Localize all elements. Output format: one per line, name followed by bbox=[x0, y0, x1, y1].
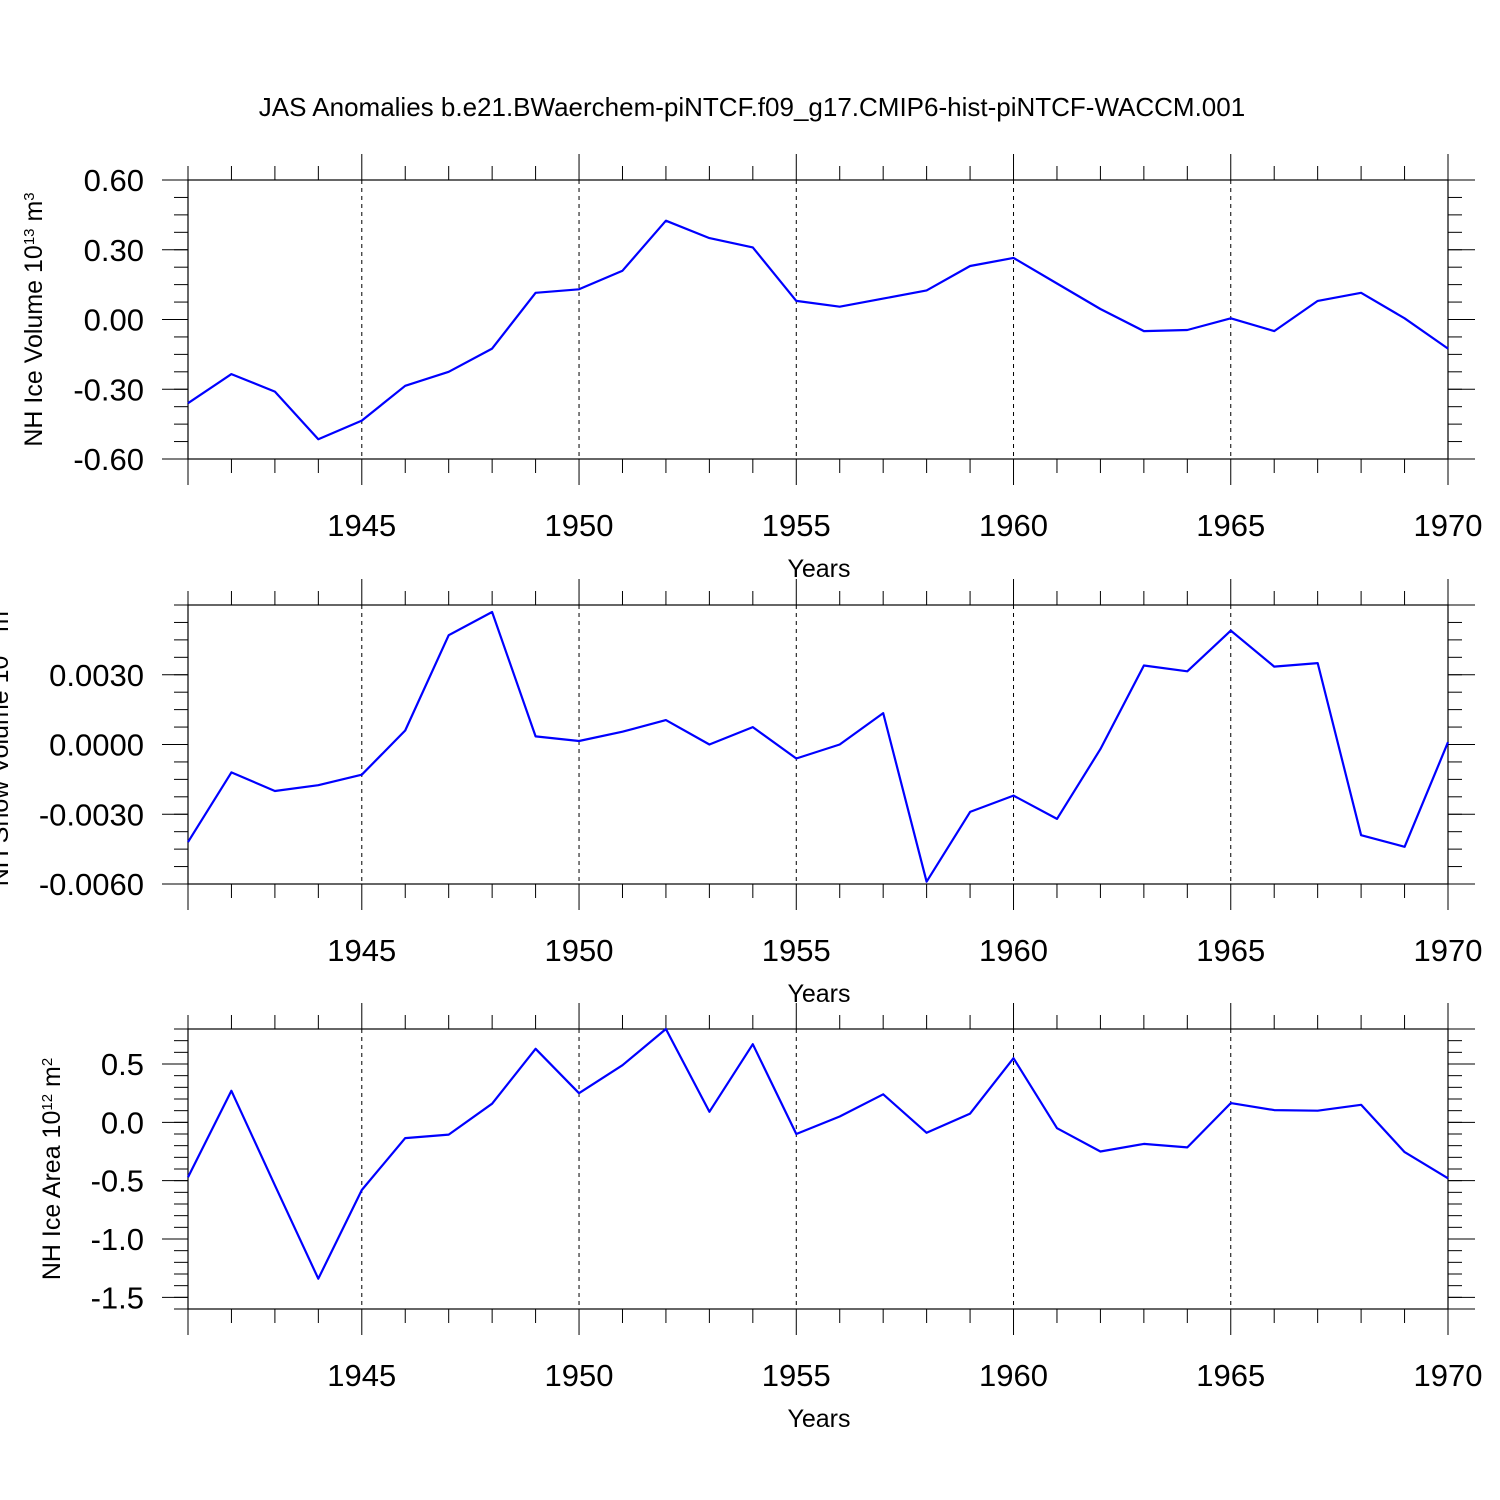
y-axis-label-unit-exponent: 3 bbox=[21, 192, 38, 200]
y-axis-label-unit-exponent: 2 bbox=[39, 1058, 56, 1066]
plot-frame bbox=[187, 1028, 1449, 1310]
chart-panel-1: 0.60 0.30 0.00 -0.30 -0.60 1945 1950 1955 1960 19… bbox=[20, 154, 1482, 583]
y-axis-label: NH Ice Area 1012 m2 bbox=[38, 1058, 66, 1280]
x-tick-label: 1950 bbox=[545, 1358, 614, 1393]
y-axis-label-text: NH Snow Volume 10 bbox=[0, 656, 14, 887]
y-tick-label: -0.30 bbox=[73, 372, 144, 407]
figure-title: JAS Anomalies b.e21.BWaerchem-piNTCF.f09… bbox=[259, 92, 1245, 122]
x-tick-label: 1970 bbox=[1414, 1358, 1483, 1393]
y-axis-label-text: NH Ice Area 10 bbox=[38, 1111, 66, 1281]
y-tick-label: 0.30 bbox=[84, 233, 144, 268]
x-tick-label: 1970 bbox=[1414, 508, 1483, 543]
y-axis-label-unit: m bbox=[0, 611, 14, 639]
x-tick-label: 1960 bbox=[979, 1358, 1048, 1393]
chart-panel-2: 0.0030 0.0000 -0.0030 -0.0060 1945 1950 1955 19… bbox=[0, 579, 1482, 1008]
y-axis-label: NH Ice Volume 1013 m3 bbox=[20, 192, 48, 446]
x-tick-label: 1960 bbox=[979, 508, 1048, 543]
y-tick-label: -0.60 bbox=[73, 442, 144, 477]
x-tick-label: 1965 bbox=[1196, 933, 1265, 968]
plot-frame bbox=[187, 179, 1449, 460]
y-axis-label: NH Snow Volume 1013 m3 bbox=[0, 603, 14, 887]
x-axis-label: Years bbox=[787, 555, 850, 583]
chart-panel-3: 0.5 0.0 -0.5 -1.0 -1.5 1945 1950 1955 1960 1965 19… bbox=[38, 1003, 1482, 1433]
x-axis-label: Years bbox=[787, 980, 850, 1008]
y-axis-label-exponent: 13 bbox=[21, 228, 38, 245]
x-tick-label: 1960 bbox=[979, 933, 1048, 968]
x-tick-label: 1955 bbox=[762, 508, 831, 543]
x-tick-label: 1955 bbox=[762, 1358, 831, 1393]
y-axis-label-text: NH Ice Volume 10 bbox=[20, 245, 48, 447]
y-tick-label: -0.0060 bbox=[39, 867, 144, 902]
y-tick-label: -1.0 bbox=[91, 1222, 144, 1257]
y-tick-label: -0.0030 bbox=[39, 797, 144, 832]
x-tick-label: 1945 bbox=[327, 1358, 396, 1393]
y-tick-label: 0.0000 bbox=[49, 728, 144, 763]
y-axis-label-unit: m bbox=[38, 1066, 66, 1094]
x-axis-label: Years bbox=[787, 1405, 850, 1433]
x-tick-label: 1965 bbox=[1196, 508, 1265, 543]
x-tick-label: 1945 bbox=[327, 933, 396, 968]
x-tick-label: 1970 bbox=[1414, 933, 1483, 968]
y-axis-label-unit: m bbox=[20, 201, 48, 229]
y-tick-label: 0.0 bbox=[101, 1105, 144, 1140]
series-line-2 bbox=[187, 610, 1450, 883]
y-tick-label: 0.00 bbox=[84, 303, 144, 338]
y-axis-label-unit-exponent: 3 bbox=[0, 603, 4, 611]
x-tick-label: 1945 bbox=[327, 508, 396, 543]
x-tick-label: 1950 bbox=[545, 933, 614, 968]
x-tick-label: 1955 bbox=[762, 933, 831, 968]
series-line-3 bbox=[187, 1027, 1449, 1280]
series-line-1 bbox=[187, 219, 1449, 441]
y-tick-label: 0.0030 bbox=[49, 658, 144, 693]
y-tick-label: 0.60 bbox=[84, 163, 144, 198]
y-tick-label: -0.5 bbox=[91, 1164, 144, 1199]
y-axis-label-exponent: 12 bbox=[39, 1094, 56, 1111]
y-tick-label: -1.5 bbox=[91, 1280, 144, 1315]
x-tick-label: 1965 bbox=[1196, 1358, 1265, 1393]
y-axis-label-exponent: 13 bbox=[0, 639, 4, 656]
plot-frame bbox=[187, 604, 1449, 885]
x-tick-label: 1950 bbox=[545, 508, 614, 543]
y-tick-label: 0.5 bbox=[101, 1047, 144, 1082]
